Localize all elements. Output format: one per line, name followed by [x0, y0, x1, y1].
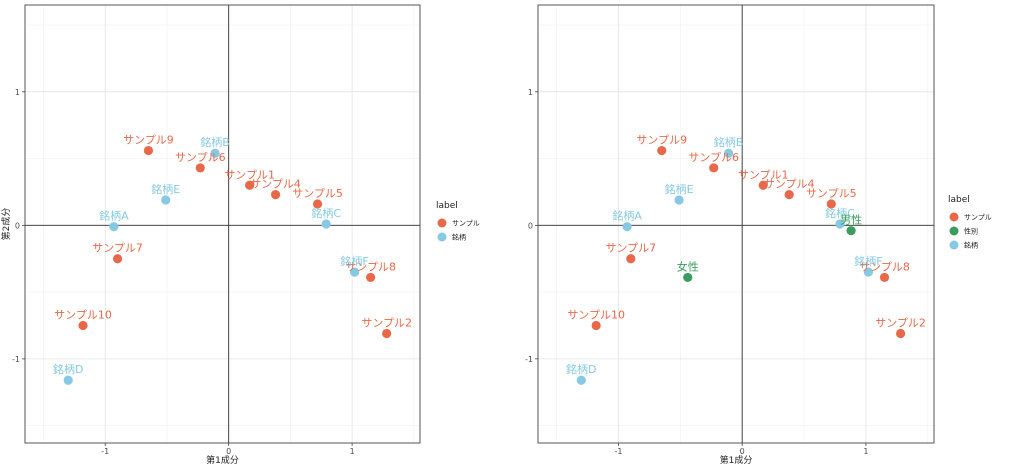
data-point — [210, 148, 220, 158]
point-label: サンプル10 — [567, 308, 625, 321]
point-label: 銘柄F — [854, 254, 882, 268]
point-label: 男性 — [840, 213, 862, 227]
data-point — [863, 267, 874, 277]
legend-label: 性別 — [964, 227, 978, 236]
y-tick-label: 1 — [528, 88, 533, 97]
data-point — [758, 180, 768, 190]
y-tick-label: -1 — [525, 355, 533, 364]
data-point — [270, 190, 281, 200]
data-point — [723, 148, 734, 158]
x-tick-label: 1 — [350, 447, 355, 456]
point-label: サンプル5 — [292, 187, 343, 200]
data-point — [245, 180, 255, 190]
point-label: サンプル9 — [636, 134, 687, 147]
panel-border — [537, 4, 935, 444]
y-tick-label: 0 — [15, 221, 20, 230]
legend-key — [949, 212, 959, 222]
point-label: サンプル10 — [54, 308, 112, 321]
y-tick-label: 0 — [528, 221, 533, 230]
x-tick-label: 0 — [740, 447, 745, 456]
point-label: サンプル5 — [806, 187, 857, 200]
data-point — [161, 195, 171, 205]
x-axis-title: 第1成分 — [720, 454, 753, 466]
data-point — [835, 219, 845, 229]
data-point — [674, 195, 684, 205]
x-axis-title: 第1成分 — [206, 454, 239, 466]
panel-border — [24, 4, 421, 444]
point-label: サンプル4 — [250, 178, 301, 191]
point-label: サンプル1 — [224, 168, 275, 181]
data-point — [63, 375, 73, 385]
data-point — [784, 190, 794, 200]
x-tick-label: 0 — [226, 447, 231, 456]
point-label: サンプル1 — [738, 168, 789, 181]
scatter-panel-left: -1 0 1-101第1成分第2成分サンプル9サンプル6サンプル1サンプル4サンプル… — [0, 4, 480, 466]
data-point — [683, 272, 693, 283]
point-label: サンプル8 — [345, 260, 396, 273]
data-point — [321, 219, 331, 229]
x-tick-label: -1 — [614, 447, 622, 456]
legend-label: サンプル — [452, 220, 480, 228]
y-axis-title: 第2成分 — [0, 208, 12, 241]
data-point — [109, 222, 119, 232]
point-label: 女性 — [677, 259, 699, 273]
point-label: 銘柄A — [612, 209, 642, 223]
point-label: 銘柄D — [566, 362, 596, 376]
point-label: 銘柄E — [151, 182, 180, 196]
legend-title: label — [436, 201, 458, 211]
data-point — [622, 222, 632, 232]
legend-key — [437, 218, 447, 228]
data-point — [591, 320, 601, 331]
point-label: 銘柄C — [825, 206, 855, 220]
data-point — [195, 163, 205, 173]
y-tick-label: 1 — [15, 88, 20, 97]
legend-key — [437, 232, 447, 242]
point-label: サンプル9 — [123, 134, 174, 147]
y-tick-label: -1 — [12, 355, 20, 364]
data-point — [846, 226, 856, 236]
point-label: 銘柄E — [665, 182, 694, 196]
data-point — [626, 254, 636, 264]
point-label: 銘柄F — [340, 254, 368, 268]
point-label: 銘柄B — [714, 135, 744, 149]
point-label: サンプル7 — [605, 242, 656, 255]
legend-key — [949, 226, 959, 236]
point-label: 銘柄D — [53, 362, 83, 376]
legend-key — [949, 240, 959, 250]
data-point — [709, 163, 719, 173]
x-tick-label: 1 — [863, 447, 868, 456]
data-point — [143, 145, 154, 156]
point-label: サンプル2 — [361, 317, 412, 330]
point-label: 銘柄B — [200, 135, 230, 149]
data-point — [112, 254, 123, 264]
data-point — [879, 272, 890, 283]
data-point — [382, 328, 392, 339]
point-label: サンプル6 — [688, 151, 739, 164]
point-label: サンプル6 — [175, 151, 226, 164]
data-point — [826, 199, 836, 209]
legend-title: label — [948, 195, 970, 205]
data-point — [349, 267, 360, 277]
point-label: サンプル2 — [875, 317, 926, 330]
legend-label: サンプル — [964, 214, 992, 222]
data-point — [312, 199, 323, 209]
data-point — [895, 328, 906, 339]
data-point — [366, 272, 376, 283]
point-label: サンプル4 — [764, 178, 815, 191]
legend-label: 銘柄 — [964, 241, 978, 250]
x-tick-label: -1 — [101, 447, 109, 456]
point-label: サンプル8 — [859, 260, 910, 273]
data-point — [576, 375, 586, 385]
point-label: 銘柄C — [311, 206, 341, 220]
point-label: 銘柄A — [99, 209, 129, 223]
data-point — [657, 145, 667, 156]
data-point — [78, 320, 88, 331]
legend-label: 銘柄 — [452, 233, 466, 242]
point-label: サンプル7 — [92, 242, 143, 255]
